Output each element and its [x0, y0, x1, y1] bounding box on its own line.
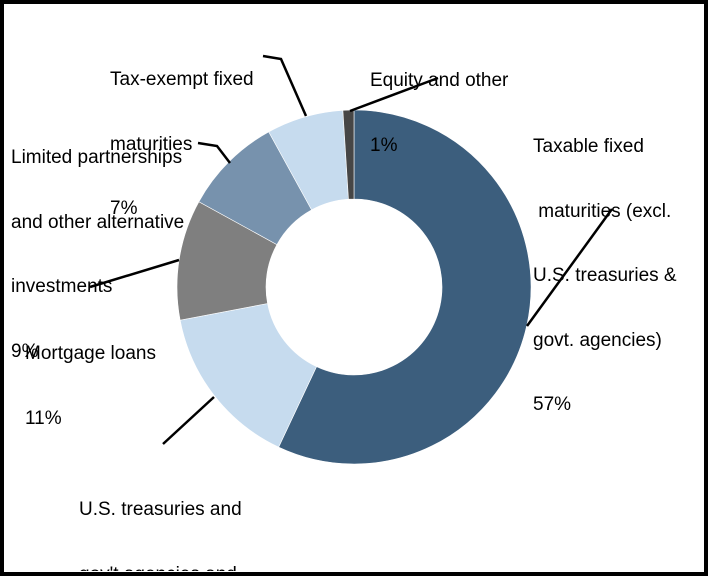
label-value: 9%: [11, 340, 39, 362]
label-mortgage-loans: Mortgage loans 11%: [25, 300, 156, 472]
leader-lines: [89, 54, 614, 445]
label-line: investments: [11, 276, 113, 297]
label-us-treasuries: U.S. treasuries and gov't agencies and s…: [79, 456, 242, 576]
label-limited-partnerships: Limited partnerships and other alternati…: [11, 104, 184, 405]
leader-limited-line: [197, 141, 231, 164]
slice-equity: [342, 109, 355, 200]
leader-treasuries-line: [162, 396, 215, 445]
label-equity: Equity and other 1%: [370, 27, 508, 199]
label-line: Limited partnerships: [11, 147, 183, 168]
leader-equity-line: [349, 76, 439, 113]
slice-taxable: [278, 109, 532, 465]
label-line: U.S. treasuries and: [79, 499, 242, 520]
donut-slices: [176, 109, 532, 465]
label-tax-exempt: Tax-exempt fixed maturities 7%: [110, 26, 254, 263]
label-line: Tax-exempt fixed: [110, 69, 254, 90]
label-line: Mortgage loans: [25, 343, 156, 364]
label-line: Equity and other: [370, 70, 509, 91]
label-line: U.S. treasuries &: [533, 265, 677, 286]
label-line: Taxable fixed: [533, 136, 644, 157]
label-line: gov't agencies and: [79, 563, 237, 576]
label-line: and other alternative: [11, 211, 185, 233]
label-value: 11%: [25, 407, 62, 429]
slice-treasuries: [179, 303, 317, 448]
label-value: 7%: [110, 198, 138, 219]
label-line: maturities: [110, 133, 193, 155]
leader-mortgage-line: [89, 258, 180, 289]
label-value: 1%: [370, 134, 398, 156]
leader-tax-exempt-line: [262, 54, 308, 117]
leader-taxable-line: [525, 208, 614, 327]
label-line: maturities (excl.: [533, 200, 672, 222]
label-taxable: Taxable fixed maturities (excl. U.S. tre…: [533, 93, 677, 459]
label-value: 57%: [533, 394, 572, 415]
label-line: govt. agencies): [533, 329, 662, 351]
